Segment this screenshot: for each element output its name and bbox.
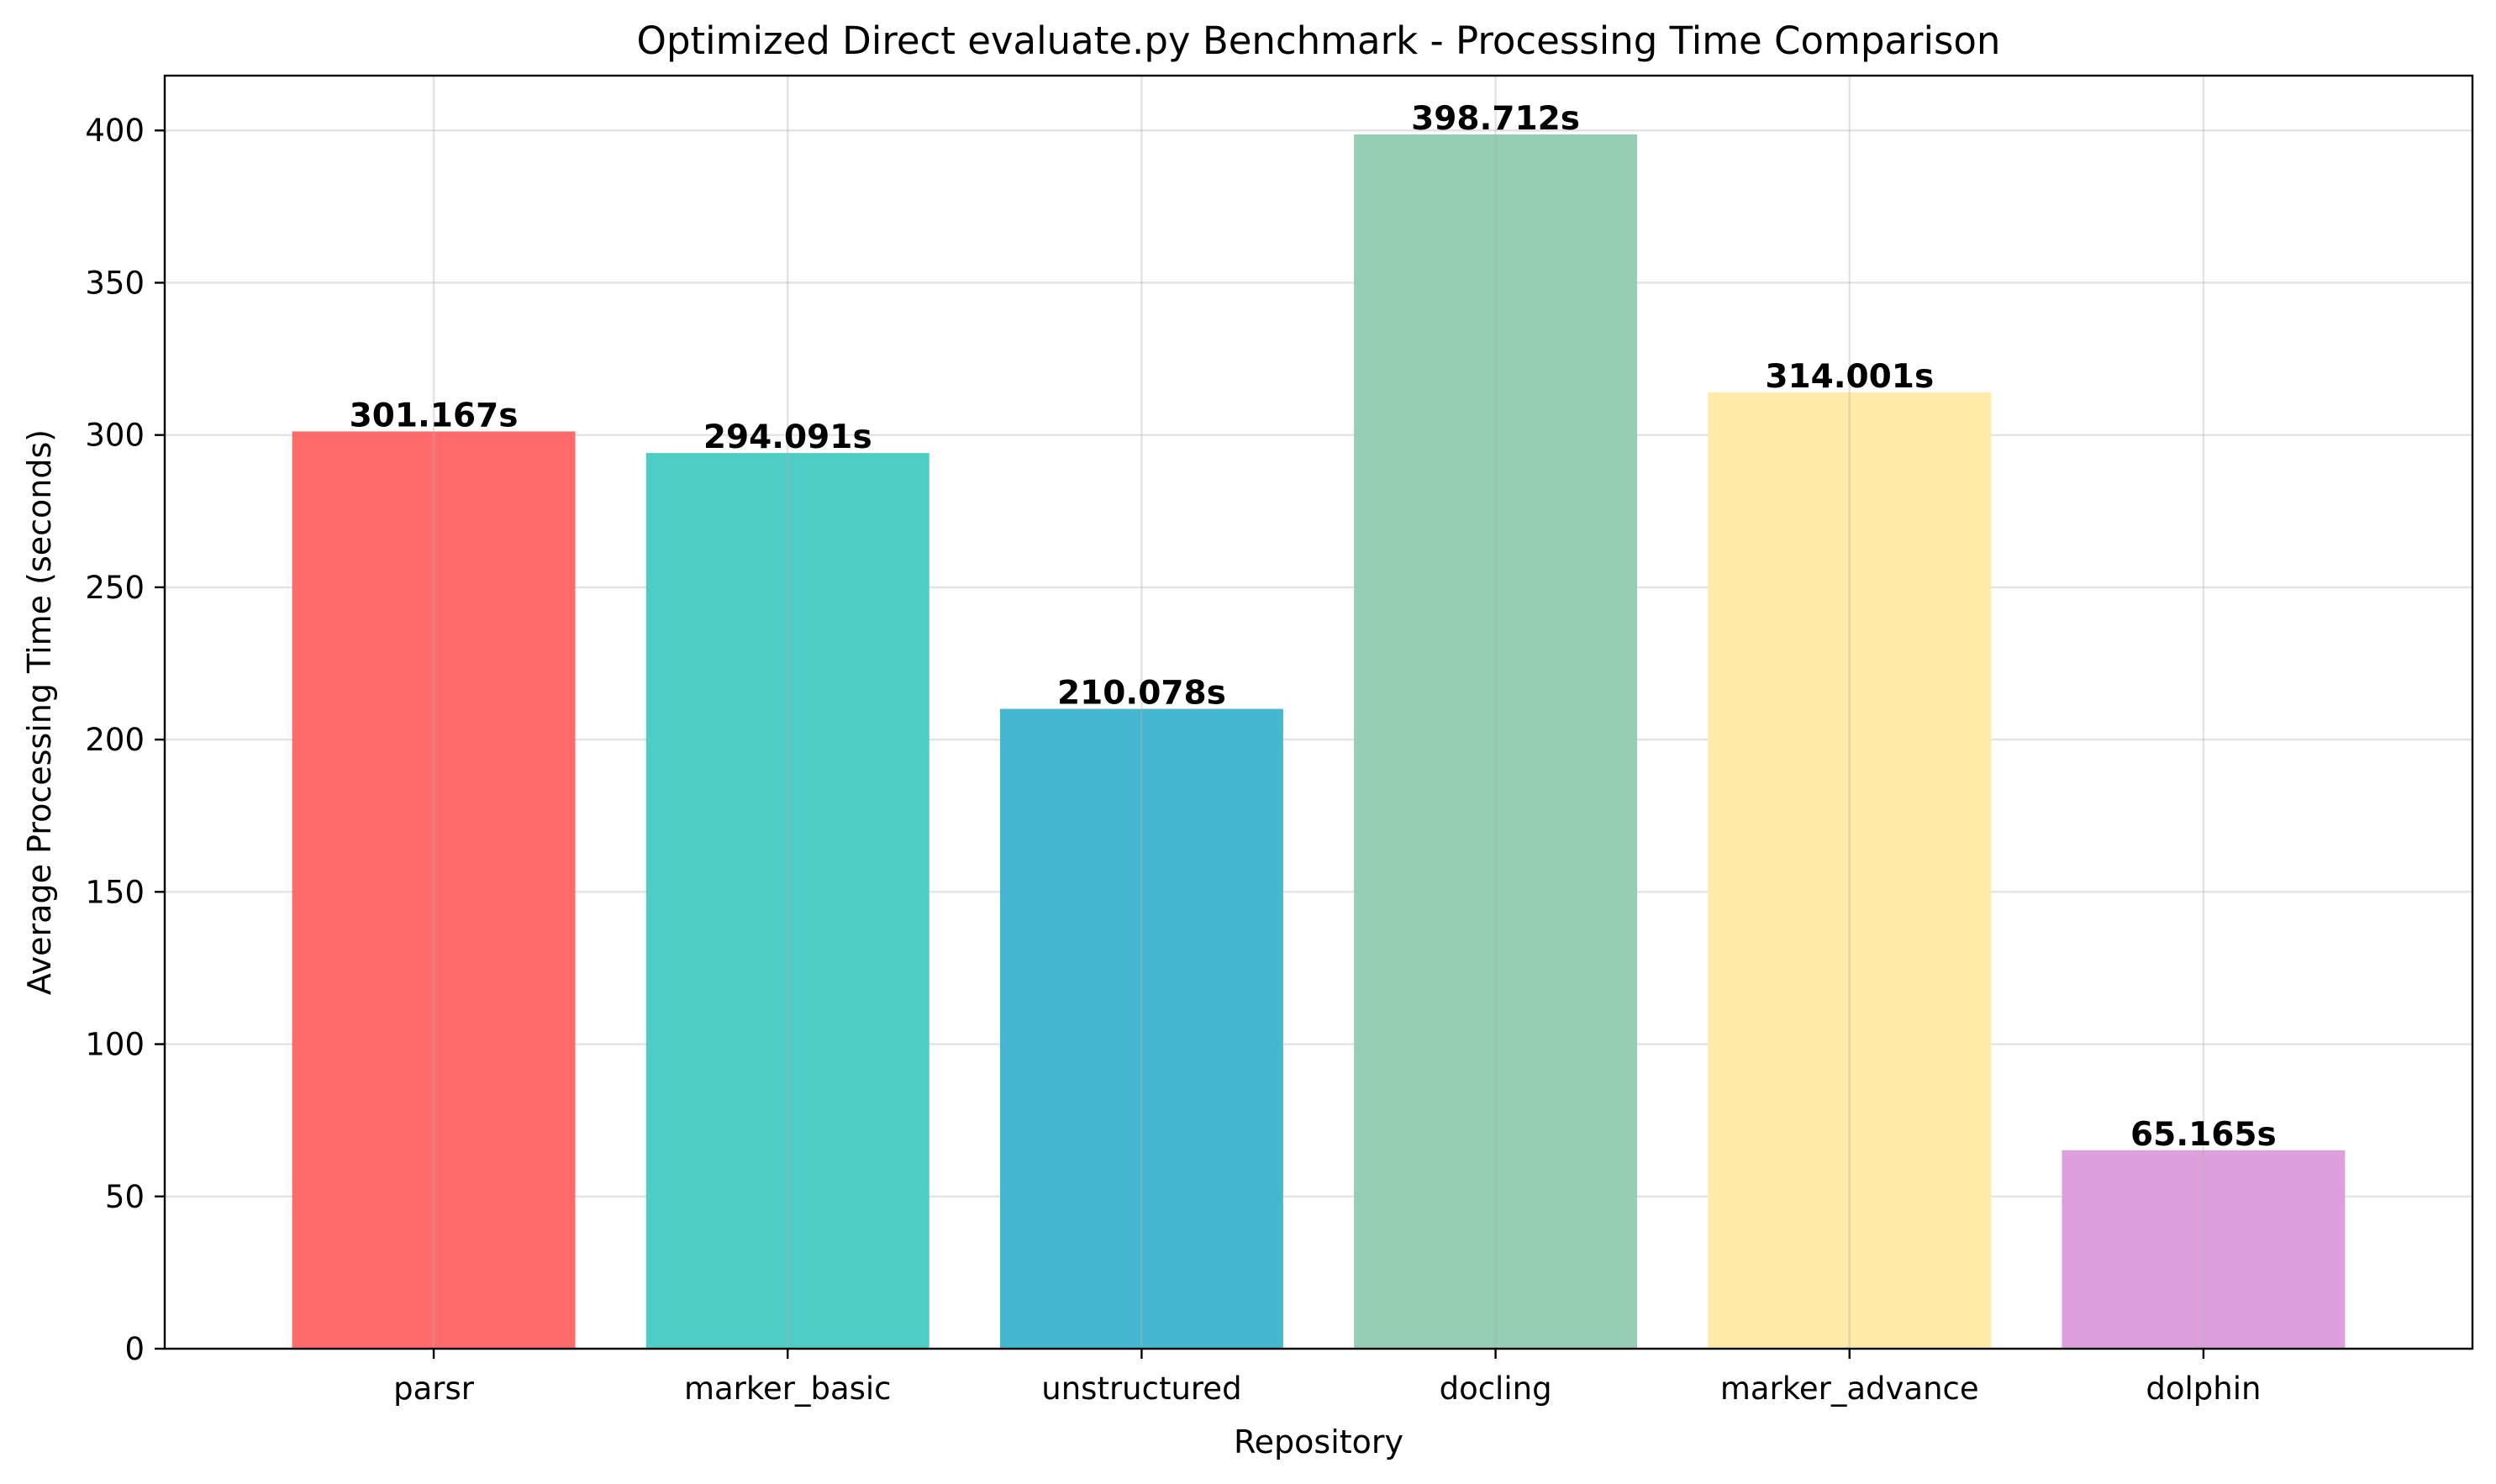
bars [292,134,2346,1350]
bar-marker_advance [1708,392,1992,1349]
y-axis-label: Average Processing Time (seconds) [21,429,58,995]
value-label: 398.712s [1411,100,1580,138]
x-axis-label: Repository [1234,1423,1403,1460]
y-tick-label: 200 [85,722,145,758]
x-tick-label: unstructured [1041,1371,1241,1407]
x-tick-label: parsr [393,1371,475,1407]
bar-parsr [292,431,576,1350]
x-tick-label: docling [1440,1371,1552,1407]
bar-dolphin [2062,1150,2346,1349]
value-label: 301.167s [350,397,519,434]
value-label: 210.078s [1057,675,1226,713]
y-tick-label: 50 [105,1179,145,1215]
grid-vertical [432,76,2205,1349]
bar-unstructured [999,708,1283,1349]
y-tick-label: 0 [124,1331,145,1367]
plot-frame [163,74,2474,1350]
bar-marker_basic [645,453,929,1350]
y-tick-label: 150 [85,874,145,910]
x-tick-label: marker_basic [684,1371,892,1407]
axes [155,74,2474,1359]
x-tick-label: marker_advance [1720,1371,1979,1407]
labels: 0 50 100 150 200 250 300 350 400 parsr marker_basi… [85,100,2276,1407]
y-tick-label: 350 [85,265,145,301]
bar-docling [1354,134,1638,1349]
y-tick-label: 100 [85,1027,145,1063]
y-tick-label: 400 [85,113,145,149]
y-tick-label: 250 [85,570,145,606]
value-label: 294.091s [703,418,872,456]
value-label: 314.001s [1765,358,1934,396]
y-tick-label: 300 [85,418,145,454]
chart-title: Optimized Direct evaluate.py Benchmark -… [637,18,2001,63]
x-tick-label: dolphin [2146,1371,2261,1407]
value-label: 65.165s [2130,1116,2277,1154]
